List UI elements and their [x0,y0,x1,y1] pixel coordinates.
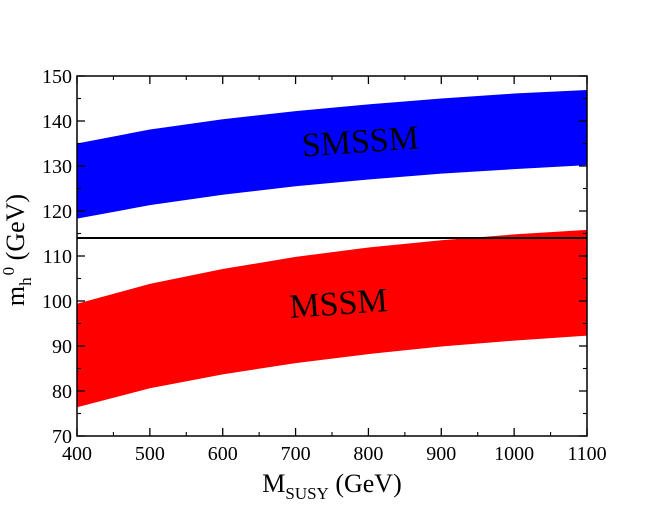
band-mssm [77,229,587,408]
x-tick-label: 900 [426,443,456,465]
y-tick-label: 80 [52,381,72,403]
y-tick-label: 140 [42,111,72,133]
x-axis-label-sub: SUSY [285,484,328,503]
x-tick-label: 1000 [494,443,534,465]
y-tick-label: 120 [42,201,72,223]
y-axis-label-sup: 0 [0,267,18,276]
bands [77,89,587,408]
y-tick-label: 90 [52,336,72,358]
y-tick-label: 70 [52,426,72,448]
y-tick-label: 100 [42,291,72,313]
y-tick-label: 130 [42,156,72,178]
ticks: 400 500 600 700 800 900 1000 1100 70 80 90 100 110 12… [42,66,607,465]
y-axis-label-sub: h [16,277,35,286]
x-tick-label: 1100 [567,443,606,465]
band-label-smssm: SMSSM [301,119,420,164]
axis-labels: MSUSY (GeV)mh0 (GeV) [0,194,402,503]
x-tick-label: 800 [353,443,383,465]
band-smssm [77,89,587,219]
band-label-mssm: MSSM [288,282,389,326]
x-tick-label: 700 [281,443,311,465]
y-tick-label: 110 [43,246,72,268]
x-axis-label: MSUSY (GeV) [262,469,402,503]
x-tick-label: 400 [62,443,92,465]
x-tick-label: 600 [208,443,238,465]
y-tick-label: 150 [42,66,72,88]
x-axis-label-rest: (GeV) [329,469,402,498]
y-axis-label-main: m [1,286,30,306]
band-labels: SMSSM MSSM [288,119,420,325]
x-tick-label: 500 [135,443,165,465]
y-axis-label: mh0 (GeV) [0,194,35,306]
y-axis-label-rest: (GeV) [1,194,30,267]
x-axis-label-main: M [262,469,285,498]
